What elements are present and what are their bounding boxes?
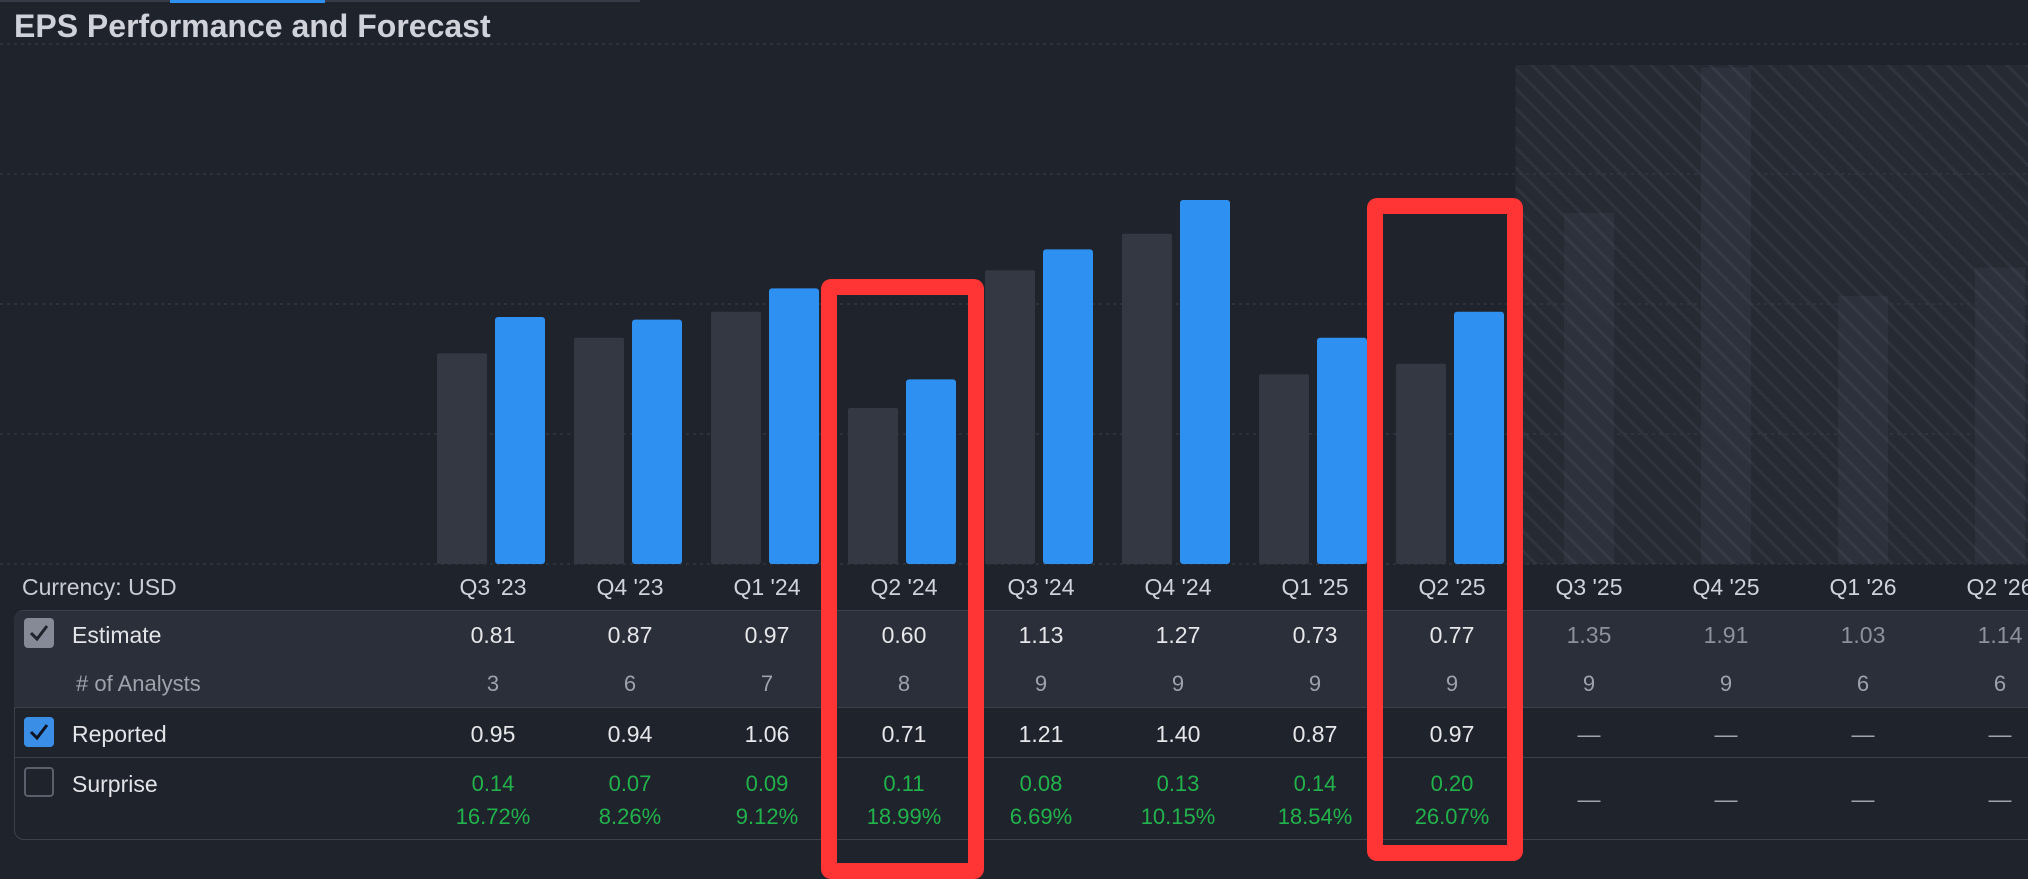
- analysts-value: 7: [707, 671, 827, 697]
- column-header: Q1 '24: [707, 574, 827, 601]
- bar-reported: [495, 317, 545, 564]
- surprise-percent: 9.12%: [707, 804, 827, 830]
- active-tab-indicator: [170, 0, 325, 3]
- column-header: Q1 '25: [1255, 574, 1375, 601]
- reported-value: 1.40: [1118, 721, 1238, 748]
- estimate-value: 1.13: [981, 622, 1101, 649]
- bar-reported: [769, 288, 819, 564]
- analysts-value: 6: [1940, 671, 2028, 697]
- reported-value: 1.06: [707, 721, 827, 748]
- check-icon: [29, 723, 49, 741]
- currency-label: Currency: USD: [22, 574, 177, 601]
- surprise-value: 0.14: [433, 771, 553, 797]
- reported-value: —: [1666, 721, 1786, 748]
- surprise-percent: 10.15%: [1118, 804, 1238, 830]
- surprise-value: 0.08: [981, 771, 1101, 797]
- column-header: Q1 '26: [1803, 574, 1923, 601]
- bar-reported: [1043, 249, 1093, 564]
- analysts-value: 9: [981, 671, 1101, 697]
- surprise-value: 0.07: [570, 771, 690, 797]
- estimate-value: 1.35: [1529, 622, 1649, 649]
- column-header: Q2 '26: [1940, 574, 2028, 601]
- reported-value: 1.21: [981, 721, 1101, 748]
- estimate-value: 0.73: [1255, 622, 1375, 649]
- bar-estimate: [437, 353, 487, 564]
- surprise-value: —: [1666, 786, 1786, 813]
- estimate-checkbox[interactable]: [24, 618, 54, 648]
- bar-estimate-forecast: [1838, 296, 1888, 564]
- reported-row-label: Reported: [72, 721, 167, 748]
- surprise-percent: 18.54%: [1255, 804, 1375, 830]
- bar-reported: [1180, 200, 1230, 564]
- bar-reported: [1317, 338, 1367, 564]
- surprise-value: 0.14: [1255, 771, 1375, 797]
- highlight-box: [1367, 198, 1523, 861]
- bar-estimate-forecast: [1701, 67, 1751, 564]
- reported-value: —: [1940, 721, 2028, 748]
- bar-estimate: [1122, 234, 1172, 564]
- analysts-row-label: # of Analysts: [76, 671, 201, 697]
- column-header: Q3 '24: [981, 574, 1101, 601]
- estimate-value: 1.03: [1803, 622, 1923, 649]
- reported-value: 0.94: [570, 721, 690, 748]
- analysts-value: 9: [1529, 671, 1649, 697]
- surprise-checkbox[interactable]: [24, 767, 54, 797]
- column-header: Q4 '25: [1666, 574, 1786, 601]
- eps-bar-chart: [0, 40, 2028, 570]
- surprise-value: —: [1803, 786, 1923, 813]
- bar-estimate: [985, 270, 1035, 564]
- reported-value: 0.95: [433, 721, 553, 748]
- row-divider: [14, 757, 2028, 758]
- highlight-box: [821, 279, 984, 879]
- estimate-value: 1.91: [1666, 622, 1786, 649]
- reported-value: 0.87: [1255, 721, 1375, 748]
- reported-value: —: [1803, 721, 1923, 748]
- bar-estimate: [1259, 374, 1309, 564]
- surprise-value: —: [1529, 786, 1649, 813]
- analysts-value: 9: [1255, 671, 1375, 697]
- analysts-value: 6: [1803, 671, 1923, 697]
- column-header: Q3 '23: [433, 574, 553, 601]
- row-divider: [14, 707, 2028, 708]
- surprise-percent: 6.69%: [981, 804, 1101, 830]
- analysts-value: 6: [570, 671, 690, 697]
- bar-estimate: [711, 312, 761, 564]
- column-header: Q4 '23: [570, 574, 690, 601]
- bar-estimate-forecast: [1564, 213, 1614, 564]
- column-header: Q4 '24: [1118, 574, 1238, 601]
- estimate-value: 0.87: [570, 622, 690, 649]
- reported-checkbox[interactable]: [24, 717, 54, 747]
- bar-estimate-forecast: [1975, 268, 2025, 564]
- estimate-value: 0.81: [433, 622, 553, 649]
- check-icon: [29, 624, 49, 642]
- analysts-value: 3: [433, 671, 553, 697]
- surprise-percent: 16.72%: [433, 804, 553, 830]
- column-header: Q3 '25: [1529, 574, 1649, 601]
- bar-reported: [632, 320, 682, 564]
- bar-estimate: [574, 338, 624, 564]
- analysts-value: 9: [1666, 671, 1786, 697]
- analysts-value: 9: [1118, 671, 1238, 697]
- estimate-value: 1.27: [1118, 622, 1238, 649]
- estimate-row-label: Estimate: [72, 622, 161, 649]
- estimate-value: 0.97: [707, 622, 827, 649]
- estimate-value: 1.14: [1940, 622, 2028, 649]
- surprise-value: —: [1940, 786, 2028, 813]
- surprise-value: 0.09: [707, 771, 827, 797]
- surprise-percent: 8.26%: [570, 804, 690, 830]
- surprise-row-label: Surprise: [72, 771, 158, 798]
- reported-value: —: [1529, 721, 1649, 748]
- surprise-value: 0.13: [1118, 771, 1238, 797]
